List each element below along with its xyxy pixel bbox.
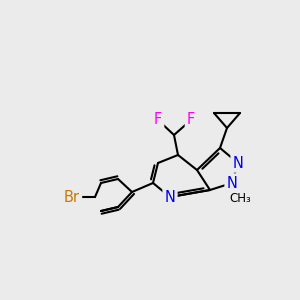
- Text: Br: Br: [64, 190, 80, 205]
- Text: N: N: [226, 176, 237, 190]
- Text: F: F: [187, 112, 195, 128]
- Text: F: F: [154, 112, 162, 128]
- Text: CH₃: CH₃: [229, 191, 251, 205]
- Text: N: N: [165, 190, 176, 205]
- Text: N: N: [232, 155, 243, 170]
